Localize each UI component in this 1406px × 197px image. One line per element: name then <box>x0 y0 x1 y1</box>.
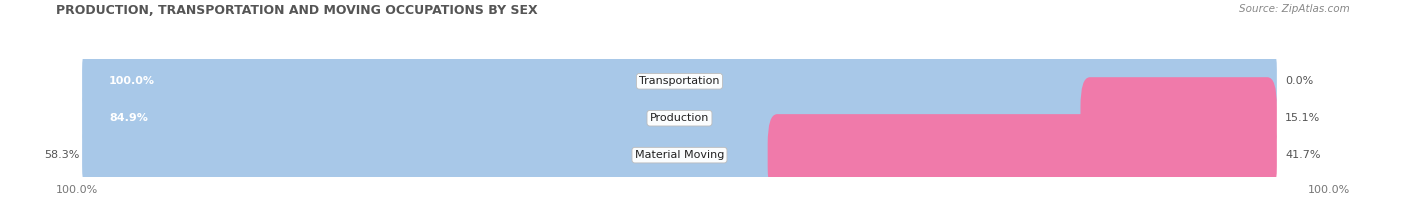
FancyBboxPatch shape <box>82 40 1277 122</box>
Text: 41.7%: 41.7% <box>1285 150 1320 160</box>
FancyBboxPatch shape <box>82 77 1099 159</box>
Text: 58.3%: 58.3% <box>45 150 80 160</box>
FancyBboxPatch shape <box>1080 77 1277 159</box>
Text: 84.9%: 84.9% <box>110 113 148 123</box>
Text: Production: Production <box>650 113 709 123</box>
FancyBboxPatch shape <box>91 68 1267 95</box>
Text: Transportation: Transportation <box>640 76 720 86</box>
Text: 100.0%: 100.0% <box>1308 185 1350 195</box>
Text: Material Moving: Material Moving <box>634 150 724 160</box>
Text: Source: ZipAtlas.com: Source: ZipAtlas.com <box>1239 4 1350 14</box>
Text: PRODUCTION, TRANSPORTATION AND MOVING OCCUPATIONS BY SEX: PRODUCTION, TRANSPORTATION AND MOVING OC… <box>56 4 538 17</box>
FancyBboxPatch shape <box>82 114 786 196</box>
FancyBboxPatch shape <box>91 105 1267 132</box>
Text: 100.0%: 100.0% <box>56 185 98 195</box>
Text: 100.0%: 100.0% <box>110 76 155 86</box>
FancyBboxPatch shape <box>768 114 1277 196</box>
Text: 15.1%: 15.1% <box>1285 113 1320 123</box>
Text: 0.0%: 0.0% <box>1285 76 1313 86</box>
FancyBboxPatch shape <box>91 141 1267 169</box>
